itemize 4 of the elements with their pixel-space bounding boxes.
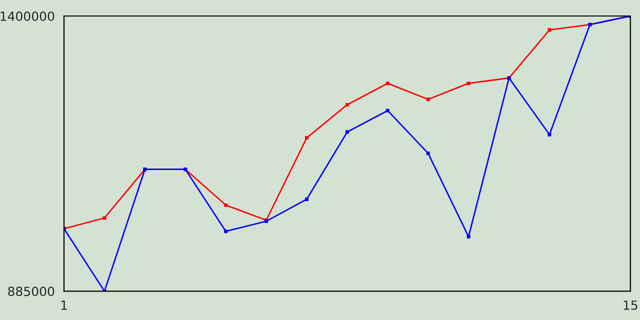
x-tick-label: 1 [61,300,67,310]
y-tick-label: 1400000 [0,11,54,21]
x-tick-label: 15 [624,300,638,310]
y-tick-label: 885000 [8,286,54,296]
